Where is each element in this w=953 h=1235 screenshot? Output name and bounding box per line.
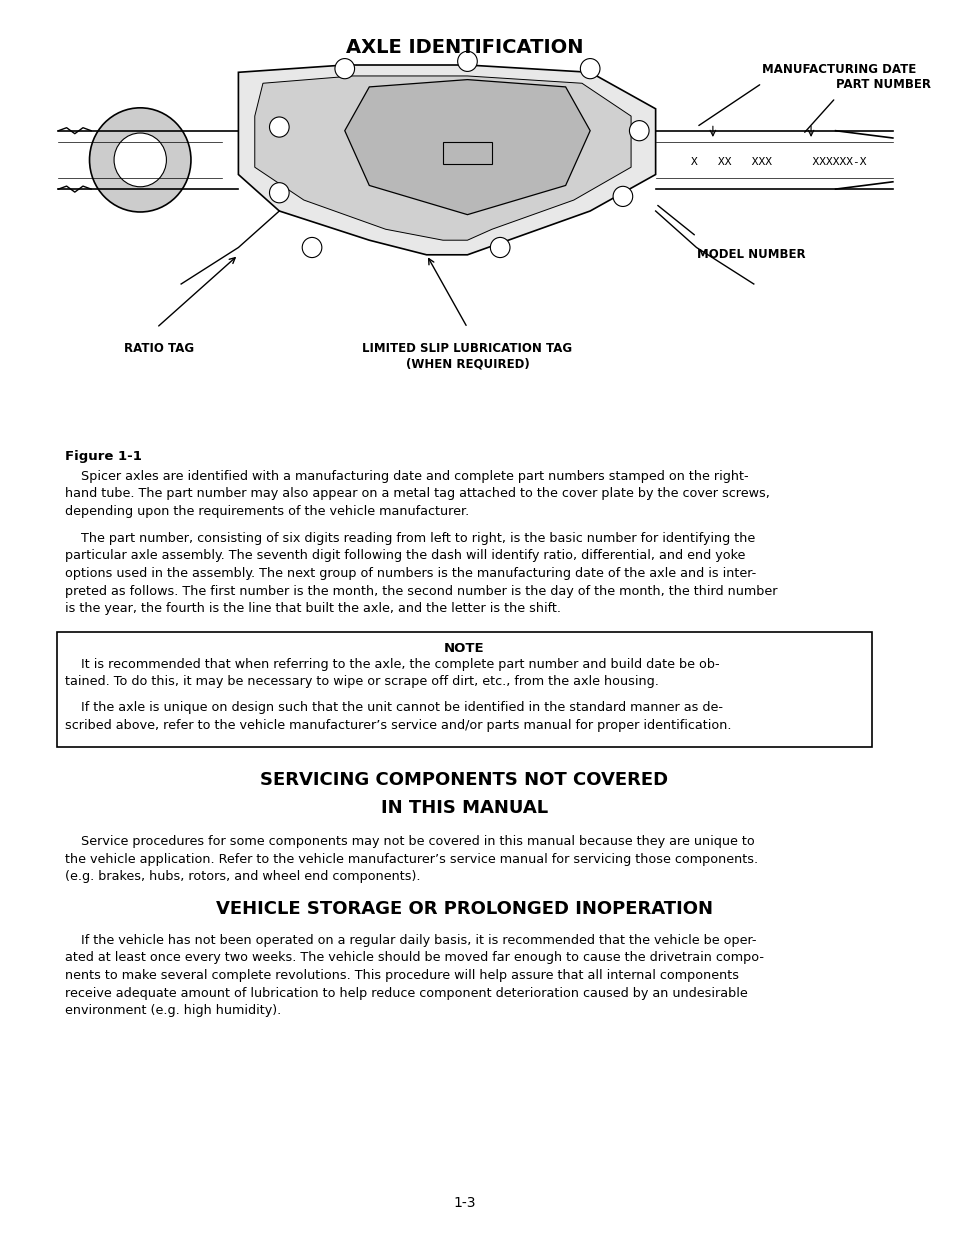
Text: The part number, consisting of six digits reading from left to right, is the bas: The part number, consisting of six digit…	[65, 532, 777, 615]
Text: Service procedures for some components may not be covered in this manual because: Service procedures for some components m…	[65, 835, 758, 883]
Text: LIMITED SLIP LUBRICATION TAG
(WHEN REQUIRED): LIMITED SLIP LUBRICATION TAG (WHEN REQUI…	[362, 342, 572, 370]
Circle shape	[629, 121, 648, 141]
Text: Spicer axles are identified with a manufacturing date and complete part numbers : Spicer axles are identified with a manuf…	[65, 471, 769, 517]
Circle shape	[302, 237, 321, 258]
Text: If the axle is unique on design such that the unit cannot be identified in the s: If the axle is unique on design such tha…	[65, 701, 731, 731]
Text: RATIO TAG: RATIO TAG	[124, 342, 193, 356]
Text: NOTE: NOTE	[444, 642, 484, 655]
Circle shape	[269, 117, 289, 137]
Text: It is recommended that when referring to the axle, the complete part number and : It is recommended that when referring to…	[65, 658, 719, 688]
Circle shape	[335, 58, 355, 79]
Circle shape	[114, 133, 166, 186]
Polygon shape	[238, 65, 655, 254]
Circle shape	[613, 186, 632, 206]
Circle shape	[90, 107, 191, 212]
Circle shape	[490, 237, 510, 258]
Text: PART NUMBER: PART NUMBER	[835, 78, 929, 90]
Text: 1-3: 1-3	[453, 1195, 476, 1210]
Circle shape	[579, 58, 599, 79]
Text: VEHICLE STORAGE OR PROLONGED INOPERATION: VEHICLE STORAGE OR PROLONGED INOPERATION	[215, 900, 712, 918]
Text: MANUFACTURING DATE: MANUFACTURING DATE	[761, 63, 915, 75]
Polygon shape	[254, 75, 631, 240]
Text: MODEL NUMBER: MODEL NUMBER	[696, 247, 804, 261]
Text: SERVICING COMPONENTS NOT COVERED: SERVICING COMPONENTS NOT COVERED	[260, 771, 668, 789]
Circle shape	[457, 52, 476, 72]
Text: AXLE IDENTIFICATION: AXLE IDENTIFICATION	[345, 38, 582, 57]
Circle shape	[269, 183, 289, 203]
Bar	[57, 632, 871, 747]
Text: X   XX   XXX      XXXXXX-X: X XX XXX XXXXXX-X	[690, 157, 865, 167]
Text: Figure 1-1: Figure 1-1	[65, 450, 142, 463]
Text: IN THIS MANUAL: IN THIS MANUAL	[380, 799, 548, 818]
Polygon shape	[344, 79, 590, 215]
Bar	[442, 142, 492, 163]
Text: If the vehicle has not been operated on a regular daily basis, it is recommended: If the vehicle has not been operated on …	[65, 934, 763, 1016]
